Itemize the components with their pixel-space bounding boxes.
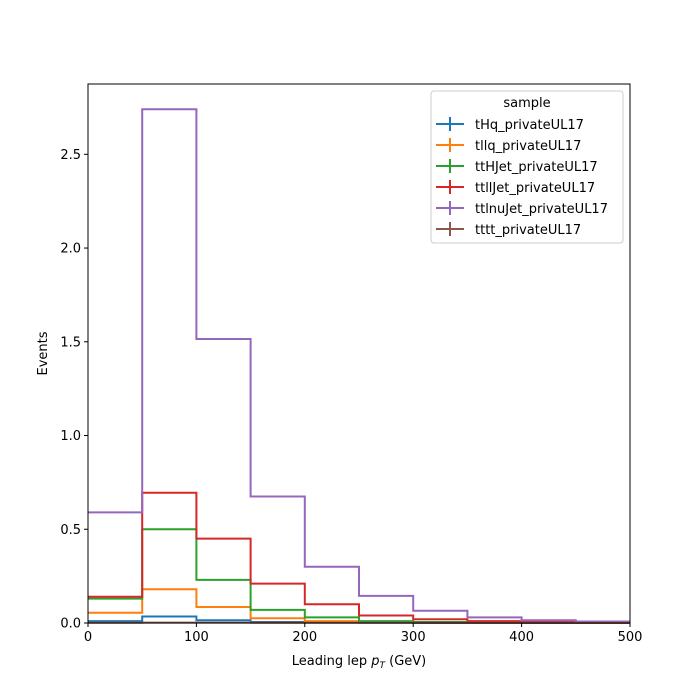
x-tick-label: 100 — [184, 630, 209, 645]
y-tick-label: 2.0 — [60, 242, 81, 257]
y-tick-label: 1.0 — [60, 429, 81, 444]
x-tick-label: 400 — [509, 630, 534, 645]
plot-frame — [87, 83, 631, 624]
y-tick-label: 0.5 — [60, 523, 81, 538]
x-axis: 0 100 200 300 400 500 — [84, 623, 643, 645]
legend: sample tHq_privateUL17 tllq_privateUL17tt… — [430, 90, 624, 244]
legend-title: sample — [503, 96, 550, 111]
y-tick-label: 1.5 — [60, 335, 81, 350]
legend-label: ttlnuJet_privateUL17 — [475, 202, 608, 217]
legend-label: tHq_privateUL17 — [475, 118, 584, 133]
x-tick-label: 200 — [292, 630, 317, 645]
legend-entries: tHq_privateUL17 tllq_privateUL17 ttHJet_pr… — [436, 117, 608, 238]
x-axis-label: Leading lep pT (GeV) — [292, 654, 426, 671]
y-tick-label: 0.0 — [60, 617, 81, 632]
y-tick-label: 2.5 — [60, 148, 81, 163]
x-tick-label: 300 — [401, 630, 426, 645]
series-line-ttlnuJet_privateUL17 — [88, 108, 630, 623]
legend-frame — [430, 90, 624, 244]
legend-label: ttllJet_privateUL17 — [475, 181, 595, 196]
legend-label: tttt_privateUL17 — [475, 223, 581, 238]
legend-label: ttHJet_privateUL17 — [475, 160, 598, 175]
y-axis: 0.0 0.5 1.0 1.5 2.0 2.5 — [60, 148, 88, 632]
legend-label: tllq_privateUL17 — [475, 139, 581, 154]
x-tick-label: 0 — [84, 630, 92, 645]
series-line-ttllJet_privateUL17 — [88, 491, 630, 624]
y-axis-label: Events — [36, 331, 51, 375]
x-tick-label: 500 — [618, 630, 643, 645]
